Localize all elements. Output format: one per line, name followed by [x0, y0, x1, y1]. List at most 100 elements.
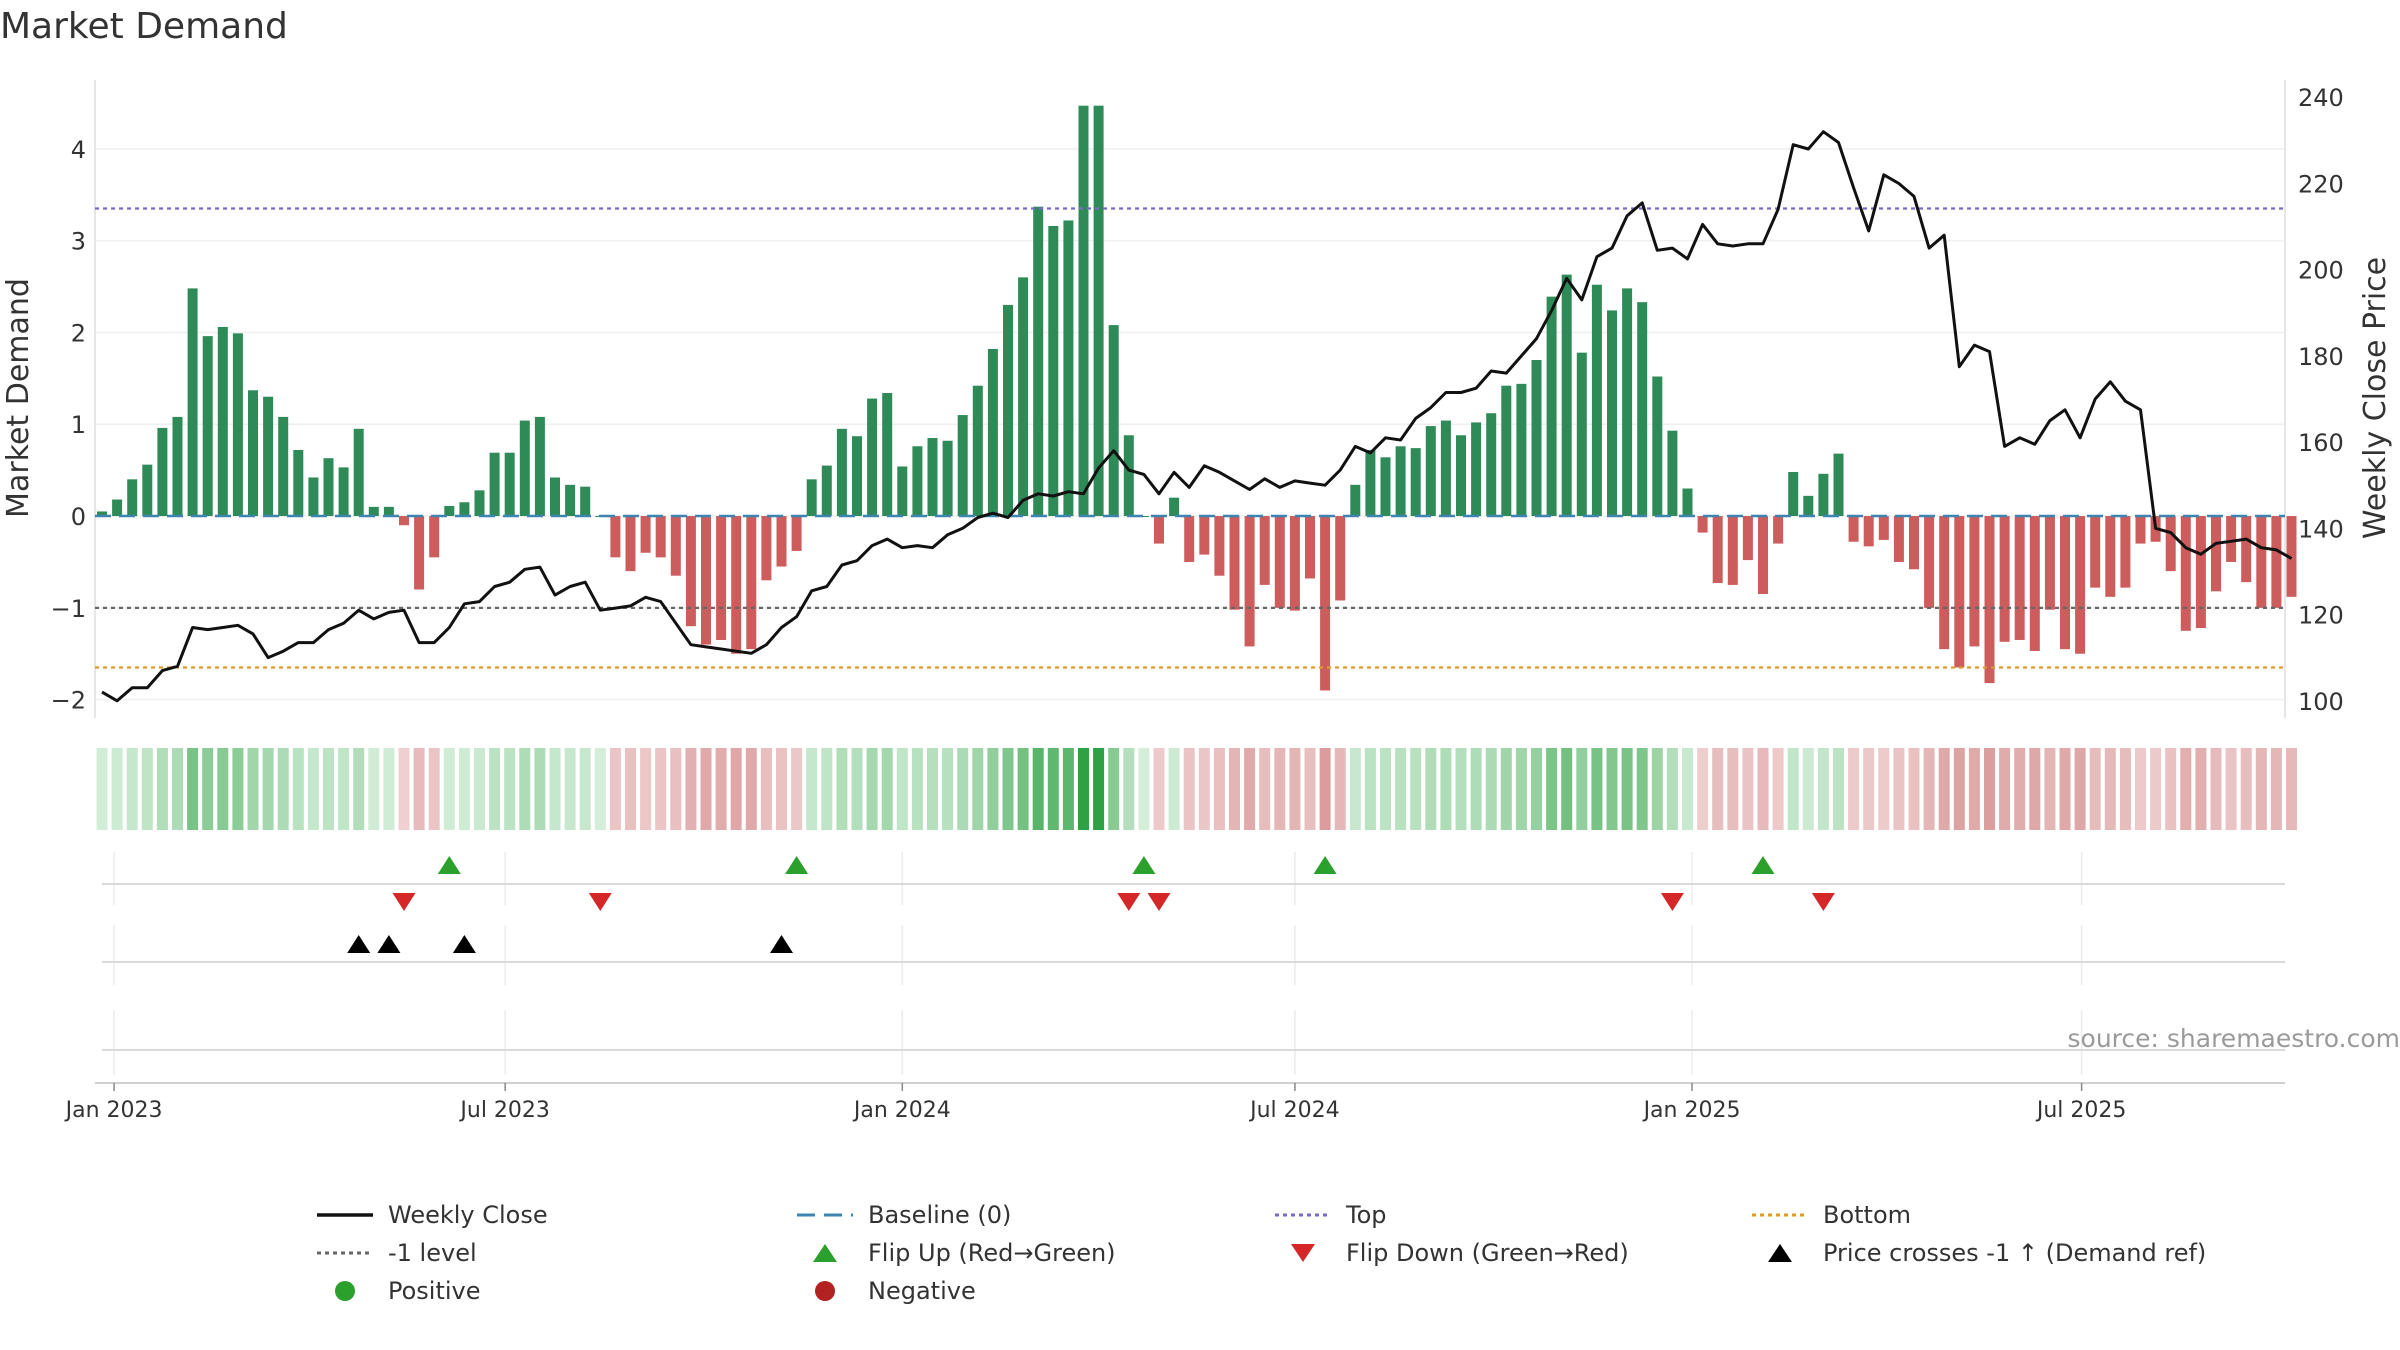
demand-bar [1954, 516, 1965, 668]
heat-cell [1078, 748, 1089, 830]
legend-label: Top [1346, 1201, 1387, 1229]
legend-symbol-icon [1268, 1200, 1338, 1230]
heat-cell [1229, 748, 1240, 830]
heat-cell [1349, 748, 1361, 830]
heat-cell [202, 748, 214, 830]
weekly-close-line [101, 130, 2293, 703]
y-tick-label: −1 [51, 595, 86, 623]
heat-cell [2150, 748, 2162, 830]
demand-bar [2286, 516, 2297, 597]
heat-cell [1712, 748, 1724, 830]
y2-tick-label: 140 [2298, 515, 2344, 543]
heat-cell [564, 748, 576, 830]
heat-cell [398, 748, 410, 830]
y2-tick-label: 160 [2298, 429, 2344, 457]
legend-label: Flip Down (Green→Red) [1346, 1239, 1629, 1267]
demand-bar [2211, 516, 2221, 592]
demand-bar [1018, 277, 1029, 517]
demand-bar [414, 516, 425, 590]
heat-cell [1531, 748, 1542, 830]
demand-bar [2075, 516, 2086, 654]
demand-bar [474, 490, 485, 517]
heat-cell [1138, 748, 1150, 830]
heat-cell [2059, 748, 2071, 830]
heat-cell [1485, 748, 1497, 830]
heat-cell [957, 748, 969, 830]
demand-bar [1682, 488, 1693, 517]
heat-cell [1108, 748, 1120, 830]
heat-cell [2104, 748, 2116, 830]
heat-cell [1168, 748, 1180, 830]
demand-bar [761, 516, 772, 581]
heat-cell [353, 748, 365, 830]
heat-cell [338, 748, 350, 830]
legend-symbol-icon [790, 1200, 860, 1230]
price-cross-marker [347, 935, 371, 953]
legend-symbol-icon [790, 1238, 860, 1268]
demand-bar [1742, 516, 1753, 561]
flip-down-marker [1117, 893, 1141, 911]
heat-cell [700, 748, 712, 830]
heat-cell [1364, 748, 1376, 830]
heat-cell [489, 748, 501, 830]
demand-bar [1229, 516, 1240, 610]
flip-down-marker [392, 893, 416, 911]
demand-bar [1395, 446, 1406, 517]
heat-cell [2089, 748, 2101, 830]
demand-bar [716, 516, 727, 640]
legend-symbol-icon [790, 1276, 860, 1306]
demand-bar [142, 464, 153, 517]
demand-bar [2044, 516, 2055, 610]
demand-bar [1622, 288, 1633, 517]
demand-bar [1320, 516, 1331, 691]
demand-bar [187, 288, 198, 517]
flip-up-marker [785, 856, 809, 874]
heat-cell [655, 748, 667, 830]
demand-bar [957, 415, 968, 517]
heat-cell [1410, 748, 1422, 830]
demand-bar [504, 452, 515, 517]
demand-bar [2060, 516, 2070, 650]
demand-bar [852, 436, 862, 517]
legend-label: Weekly Close [388, 1201, 548, 1229]
heat-cell [96, 748, 108, 830]
heat-cell [866, 748, 878, 830]
demand-bar [157, 427, 168, 517]
heat-cell [247, 748, 259, 830]
legend-item: Price crosses -1 ↑ (Demand ref) [1745, 1238, 2206, 1268]
heat-cell [1757, 748, 1769, 830]
y2-tick-label: 180 [2298, 343, 2344, 371]
heat-cell [1908, 748, 1920, 830]
heat-cell [2195, 748, 2207, 830]
demand-bar [1410, 448, 1421, 517]
legend-item: Flip Down (Green→Red) [1268, 1238, 1629, 1268]
heat-cell [1515, 748, 1527, 830]
demand-bar [1335, 516, 1346, 601]
heat-cell [1259, 748, 1271, 830]
demand-bar [1652, 376, 1663, 517]
source-credit: source: sharemaestro.com [2067, 1024, 2400, 1053]
price-cross-panel [102, 925, 2285, 985]
heat-cell [1742, 748, 1754, 830]
demand-bar [746, 516, 757, 650]
demand-bar [550, 477, 560, 517]
demand-bar [1154, 516, 1164, 544]
heat-cell [609, 748, 621, 830]
heat-cell [1062, 748, 1074, 830]
legend-label: Price crosses -1 ↑ (Demand ref) [1823, 1239, 2207, 1267]
heat-cell [670, 748, 682, 830]
heat-cell [911, 748, 923, 830]
heat-cell [1817, 748, 1829, 830]
demand-bar [1516, 383, 1527, 517]
price-cross-marker [377, 935, 401, 953]
heat-cell [1455, 748, 1467, 830]
demand-bar [2195, 516, 2206, 629]
demand-bar [2241, 516, 2252, 583]
demand-bar [1471, 422, 1482, 517]
heat-cell [1727, 748, 1739, 830]
demand-bar [489, 452, 500, 517]
heat-cell [141, 748, 153, 830]
heat-cell [625, 748, 636, 830]
heat-cell [1500, 748, 1512, 830]
heat-cell [730, 748, 742, 830]
